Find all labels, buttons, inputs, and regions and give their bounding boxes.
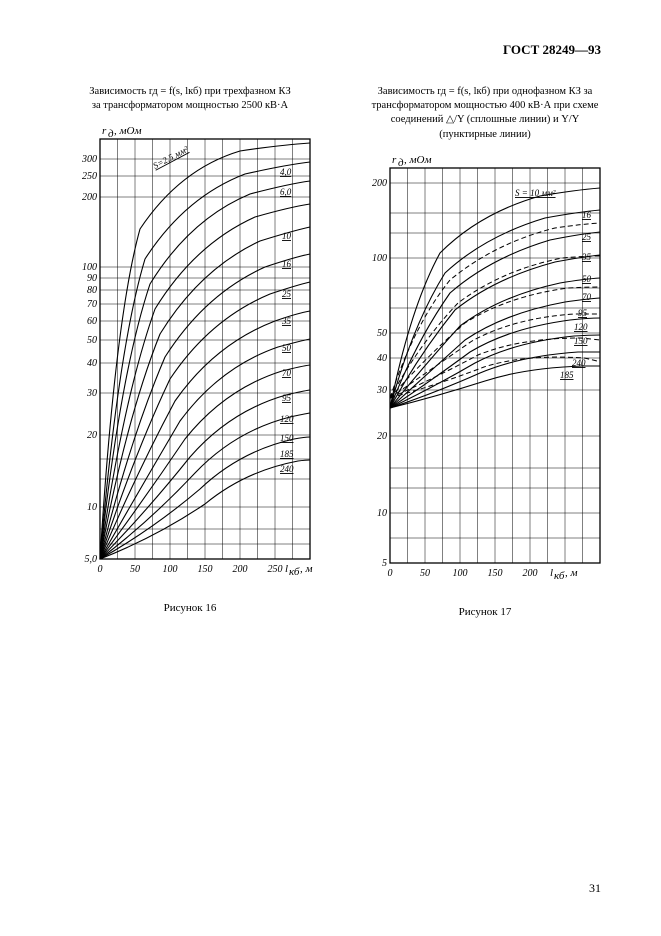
svg-text:95: 95	[282, 393, 292, 403]
svg-text:70: 70	[582, 292, 592, 302]
svg-text:240: 240	[572, 358, 586, 368]
svg-text:120: 120	[280, 414, 294, 424]
fig16-caption: Рисунок 16	[60, 602, 320, 614]
svg-text:16: 16	[282, 259, 292, 269]
svg-text:50: 50	[582, 274, 592, 284]
svg-text:0: 0	[388, 568, 393, 579]
svg-text:кб: кб	[554, 570, 565, 582]
svg-text:185: 185	[280, 449, 294, 459]
svg-text:80: 80	[87, 285, 97, 296]
svg-text:150: 150	[488, 568, 503, 579]
svg-text:, м: , м	[565, 567, 578, 579]
svg-text:50: 50	[87, 335, 97, 346]
svg-text:50: 50	[282, 343, 292, 353]
svg-text:10: 10	[87, 502, 97, 513]
page-number: 31	[589, 881, 601, 896]
svg-text:10: 10	[377, 508, 387, 519]
svg-text:20: 20	[377, 431, 387, 442]
svg-text:120: 120	[574, 322, 588, 332]
page-header: ГОСТ 28249—93	[503, 42, 601, 58]
svg-text:90: 90	[87, 273, 97, 284]
svg-text:200: 200	[372, 178, 387, 189]
svg-text:, мОм: , мОм	[404, 154, 431, 166]
svg-text:200: 200	[233, 564, 248, 575]
svg-text:l: l	[285, 563, 288, 575]
svg-text:16: 16	[582, 210, 592, 220]
svg-text:25: 25	[282, 289, 292, 299]
svg-text:40: 40	[87, 358, 97, 369]
fig17-title-l1: Зависимость rд = f(s, lкб) при однофазно…	[378, 86, 593, 97]
svg-text:100: 100	[82, 262, 97, 273]
svg-text:50: 50	[420, 568, 430, 579]
svg-text:35: 35	[281, 316, 292, 326]
svg-text:100: 100	[163, 564, 178, 575]
svg-text:S = 10 мм²: S = 10 мм²	[515, 188, 556, 198]
fig17-title: Зависимость rд = f(s, lкб) при однофазно…	[350, 85, 620, 142]
svg-text:300: 300	[81, 154, 97, 165]
svg-text:кб: кб	[289, 566, 300, 578]
svg-text:250: 250	[82, 171, 97, 182]
svg-text:r: r	[392, 154, 397, 166]
svg-text:250: 250	[268, 564, 283, 575]
svg-text:, м: , м	[300, 563, 313, 575]
svg-text:50: 50	[130, 564, 140, 575]
fig17-title-l4: (пунктирные линии)	[439, 129, 531, 140]
fig17-chart: 5 10 20 30 40 50 100 200 0 50 100 150 20…	[350, 148, 610, 593]
fig17-title-l2: трансформатором мощностью 400 кВ·А при с…	[372, 100, 599, 111]
svg-text:200: 200	[82, 192, 97, 203]
svg-text:5,0: 5,0	[85, 554, 98, 565]
svg-text:30: 30	[376, 385, 387, 396]
svg-text:150: 150	[280, 433, 294, 443]
fig16-title: Зависимость rд = f(s, lкб) при трехфазно…	[60, 85, 320, 113]
figure-16: Зависимость rд = f(s, lкб) при трехфазно…	[60, 85, 320, 614]
fig16-title-l1: Зависимость rд = f(s, lкб) при трехфазно…	[89, 86, 290, 97]
svg-text:30: 30	[86, 388, 97, 399]
svg-text:40: 40	[377, 353, 387, 364]
svg-text:0: 0	[98, 564, 103, 575]
svg-text:150: 150	[198, 564, 213, 575]
svg-text:240: 240	[280, 464, 294, 474]
svg-text:50: 50	[377, 328, 387, 339]
svg-text:4,0: 4,0	[280, 167, 292, 177]
svg-text:35: 35	[581, 252, 592, 262]
svg-text:6,0: 6,0	[280, 187, 292, 197]
svg-text:95: 95	[578, 308, 588, 318]
svg-text:S=2,5 мм²: S=2,5 мм²	[151, 144, 190, 171]
svg-text:185: 185	[560, 370, 574, 380]
svg-text:100: 100	[453, 568, 468, 579]
svg-text:5: 5	[382, 558, 387, 569]
fig16-chart: 5,0 10 20 30 40 50 60 70 80 90 100 200 2…	[60, 119, 320, 589]
svg-text:100: 100	[372, 253, 387, 264]
svg-text:20: 20	[87, 430, 97, 441]
svg-text:, мОм: , мОм	[114, 125, 141, 137]
fig16-title-l2: за трансформатором мощностью 2500 кВ·А	[92, 100, 288, 111]
fig16-y-label: r	[102, 125, 107, 137]
figure-17: Зависимость rд = f(s, lкб) при однофазно…	[350, 85, 620, 618]
fig17-caption: Рисунок 17	[350, 606, 620, 618]
svg-text:70: 70	[282, 368, 292, 378]
fig17-title-l3: соединений △/Y (сплошные линии) и Y/Y	[391, 114, 580, 125]
svg-text:200: 200	[523, 568, 538, 579]
svg-text:70: 70	[87, 299, 97, 310]
svg-text:10: 10	[282, 231, 292, 241]
svg-text:60: 60	[87, 316, 97, 327]
svg-text:25: 25	[582, 232, 592, 242]
svg-text:150: 150	[574, 336, 588, 346]
svg-text:l: l	[550, 567, 553, 579]
